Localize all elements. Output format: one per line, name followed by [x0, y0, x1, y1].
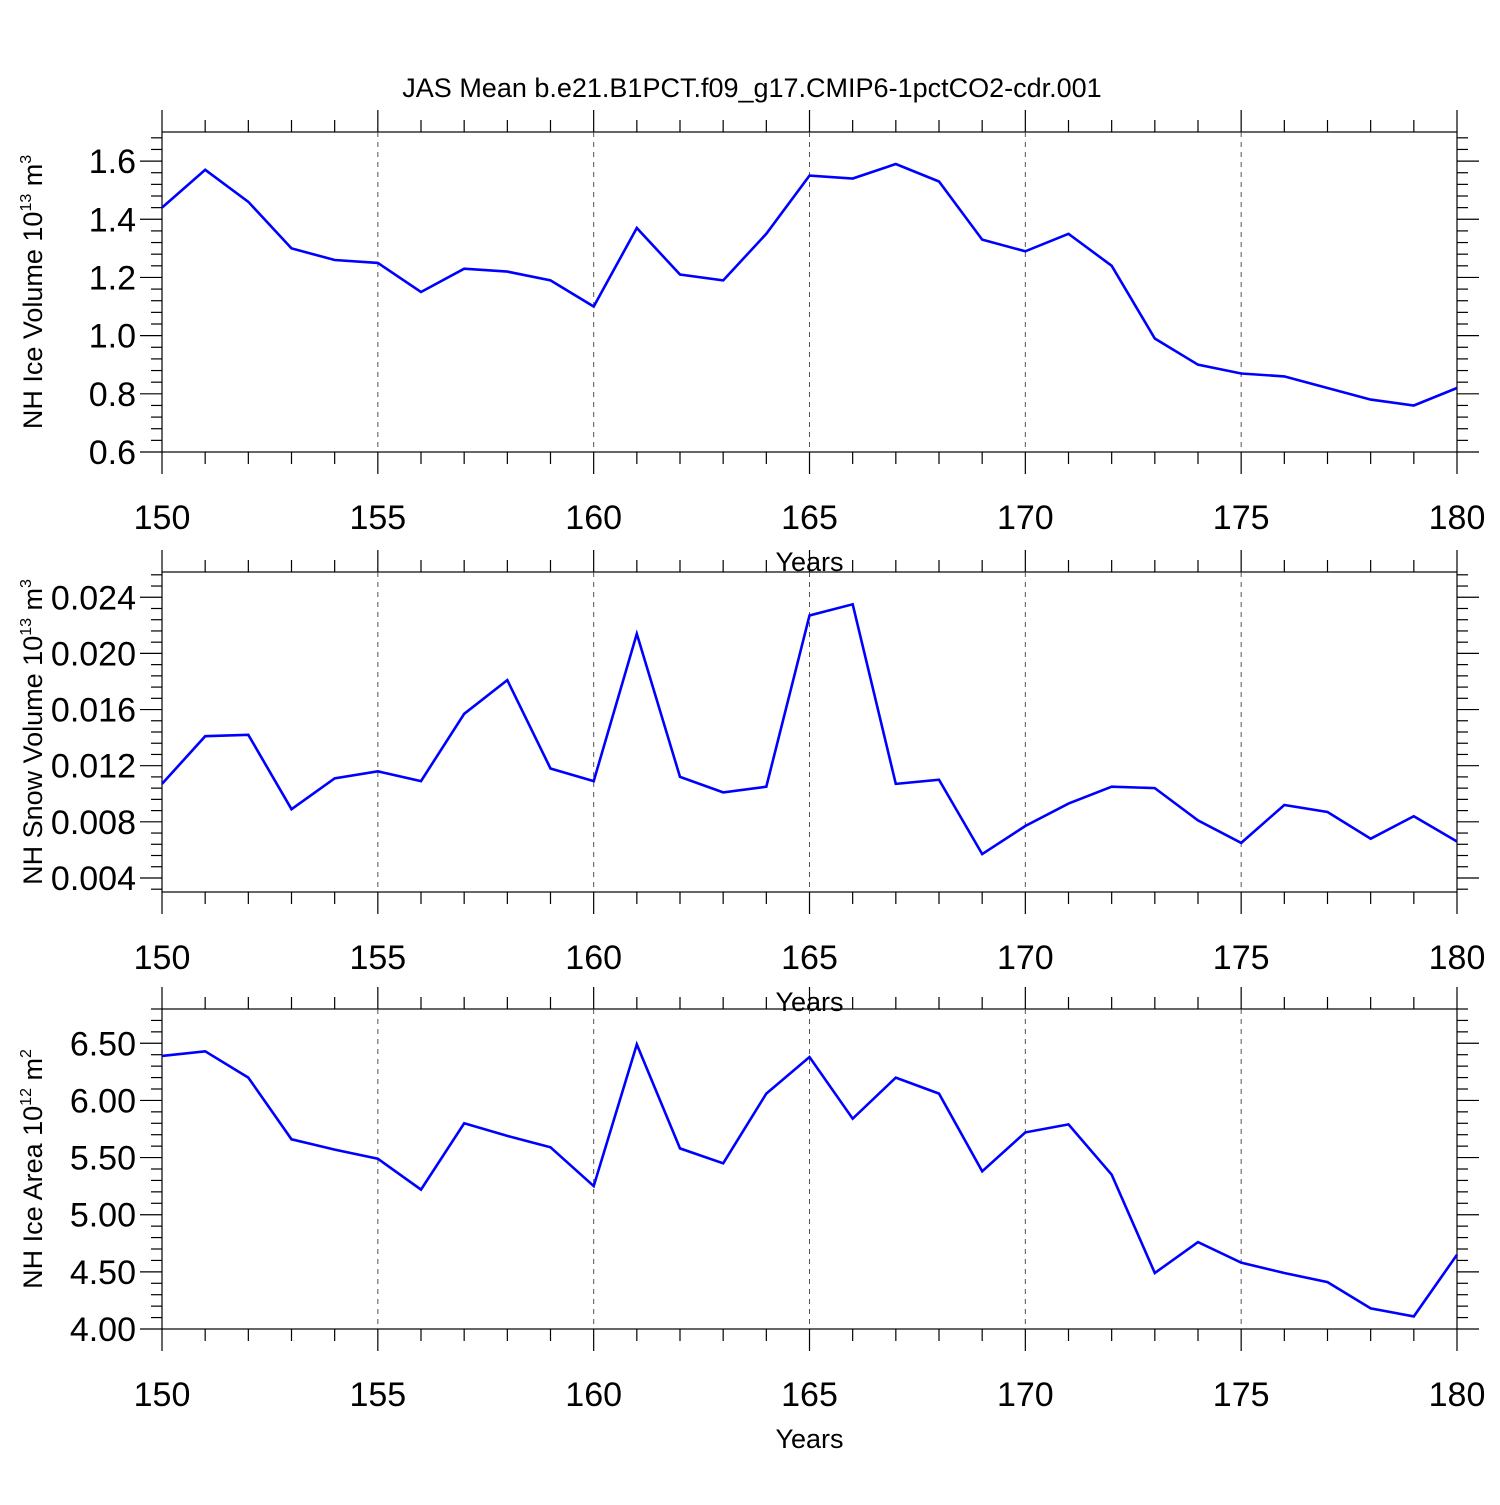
y-axis-label-unit-exponent: 3	[18, 155, 35, 164]
x-tick-label: 170	[997, 939, 1054, 977]
x-tick-label: 155	[349, 939, 406, 977]
y-tick-label: 6.50	[70, 1025, 136, 1063]
y-tick-label: 0.008	[51, 804, 136, 842]
x-tick-label: 165	[781, 939, 838, 977]
y-axis-label-unit: m	[18, 164, 48, 194]
x-tick-label: 175	[1213, 939, 1270, 977]
x-tick-label: 160	[565, 1376, 622, 1414]
y-axis-label: NH Ice Volume 1013 m3	[18, 155, 48, 429]
y-axis-label-text: NH Ice Volume 10	[18, 212, 48, 430]
y-tick-label: 1.4	[89, 201, 136, 239]
x-tick-label: 170	[997, 499, 1054, 537]
x-tick-label: 155	[349, 499, 406, 537]
y-axis-label-unit-exponent: 2	[18, 1049, 35, 1058]
x-tick-label: 150	[134, 499, 191, 537]
y-axis-label-exponent: 12	[18, 1088, 35, 1106]
y-axis-label: NH Snow Volume 1013 m3	[18, 579, 48, 885]
x-tick-label: 150	[134, 939, 191, 977]
y-tick-label: 0.012	[51, 748, 136, 786]
y-axis-label: NH Ice Area 1012 m2	[18, 1049, 48, 1289]
y-tick-label: 0.020	[51, 635, 136, 673]
y-tick-label: 0.004	[51, 860, 136, 898]
y-axis-label-exponent: 13	[18, 194, 35, 212]
x-tick-label: 180	[1429, 939, 1486, 977]
y-tick-label: 5.00	[70, 1197, 136, 1235]
x-tick-label: 180	[1429, 1376, 1486, 1414]
x-tick-label: 170	[997, 1376, 1054, 1414]
y-tick-label: 0.8	[89, 376, 136, 414]
x-tick-label: 160	[565, 499, 622, 537]
x-tick-label: 165	[781, 499, 838, 537]
x-tick-label: 165	[781, 1376, 838, 1414]
y-axis-label-text: NH Ice Area 10	[18, 1106, 48, 1289]
y-tick-label: 0.016	[51, 692, 136, 730]
x-tick-label: 175	[1213, 1376, 1270, 1414]
x-tick-label: 160	[565, 939, 622, 977]
y-axis-label-unit-exponent: 3	[18, 579, 35, 588]
y-axis-label-unit: m	[18, 1058, 48, 1088]
x-tick-label: 150	[134, 1376, 191, 1414]
x-tick-label: 155	[349, 1376, 406, 1414]
chart-title: JAS Mean b.e21.B1PCT.f09_g17.CMIP6-1pctC…	[402, 73, 1101, 103]
y-tick-label: 1.0	[89, 318, 136, 356]
x-tick-label: 180	[1429, 499, 1486, 537]
panel-3: 150 155 160 165 170 175 180 Years 4.00 4.50 5.00 5.…	[18, 987, 1485, 1454]
y-axis-label-unit: m	[18, 588, 48, 618]
x-tick-label: 175	[1213, 499, 1270, 537]
x-axis-label: Years	[775, 1424, 843, 1454]
y-tick-label: 4.50	[70, 1254, 136, 1292]
y-tick-label: 1.6	[89, 143, 136, 181]
y-tick-label: 6.00	[70, 1082, 136, 1120]
y-tick-label: 4.00	[70, 1311, 136, 1349]
y-tick-label: 0.024	[51, 579, 136, 617]
y-tick-label: 0.6	[89, 434, 136, 472]
y-axis-label-text: NH Snow Volume 10	[18, 636, 48, 885]
panels: 150 155 160 165 170 175 180 Years 0.6 0.8 1.0 1.2 1.…	[18, 110, 1485, 1454]
y-axis-label-exponent: 13	[18, 618, 35, 636]
y-tick-label: 1.2	[89, 259, 136, 297]
y-tick-label: 5.50	[70, 1140, 136, 1178]
